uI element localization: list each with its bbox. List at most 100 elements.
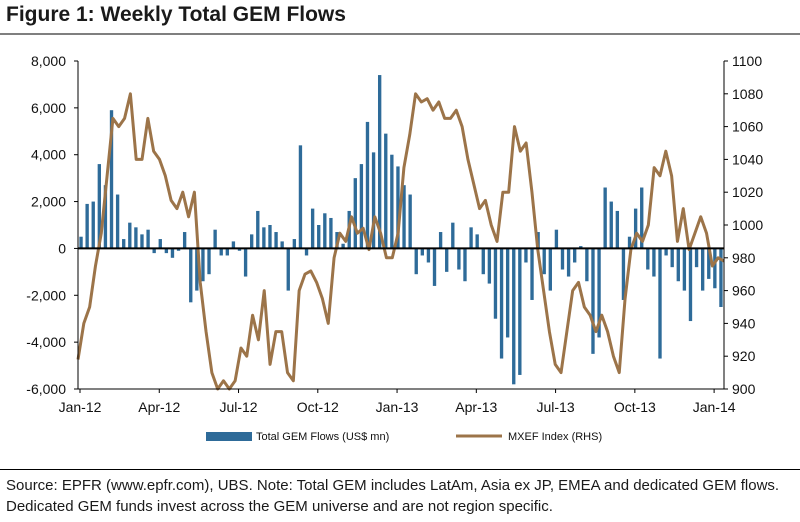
- flow-bar: [152, 248, 156, 254]
- left-tick-label: -6,000: [26, 381, 66, 397]
- flow-bar: [292, 239, 297, 249]
- title-rule: [0, 33, 800, 35]
- flow-bar: [274, 232, 278, 249]
- flow-bar: [694, 248, 699, 268]
- flow-bar: [268, 225, 272, 249]
- flow-bar: [122, 239, 126, 249]
- flow-bar: [182, 232, 187, 249]
- flow-bar: [621, 248, 626, 300]
- right-tick-label: 980: [732, 250, 756, 266]
- flow-bar: [420, 248, 424, 256]
- flow-bar: [609, 201, 613, 249]
- right-tick-label: 1080: [732, 86, 763, 102]
- flow-bar: [377, 75, 382, 249]
- flow-bar: [231, 241, 236, 249]
- flow-bar: [402, 185, 406, 249]
- flow-bar: [633, 208, 638, 249]
- x-tick-label: Oct-13: [614, 399, 656, 415]
- mxef-index-line: [76, 92, 725, 391]
- flow-bar: [115, 194, 120, 249]
- flow-bar: [414, 248, 418, 275]
- flow-bar: [146, 229, 150, 249]
- flow-bar: [189, 248, 193, 303]
- left-tick-label: 0: [58, 240, 66, 256]
- flow-bar: [109, 110, 114, 249]
- x-tick-label: Jul-13: [537, 399, 575, 415]
- flow-bar: [408, 194, 412, 249]
- left-tick-label: 2,000: [31, 194, 66, 210]
- flow-bar: [323, 213, 327, 249]
- x-tick-label: Jan-14: [693, 399, 736, 415]
- source-note: Source: EPFR (www.epfr.com), UBS. Note: …: [6, 477, 780, 515]
- chart: -6,000 -4,000 -2,000 0 2,000 4,000 6,000 8,000 9…: [26, 53, 763, 443]
- flow-bar: [512, 248, 516, 385]
- source-rule: [0, 469, 800, 470]
- flow-bar: [432, 248, 437, 286]
- flow-bar: [134, 227, 138, 249]
- axes-layer: -6,000 -4,000 -2,000 0 2,000 4,000 6,000 8,000 9…: [26, 53, 763, 415]
- flow-bar: [384, 133, 388, 249]
- flow-bar: [597, 248, 601, 338]
- flow-bar: [176, 248, 181, 251]
- flow-bar: [658, 248, 662, 359]
- flow-bar: [652, 248, 656, 277]
- flow-bar: [573, 248, 577, 263]
- bars-layer: [79, 75, 723, 385]
- flow-bar: [664, 248, 668, 256]
- right-tick-label: 940: [732, 315, 756, 331]
- flow-bar: [97, 164, 101, 249]
- flow-bar: [298, 145, 303, 249]
- legend-bars-label: Total GEM Flows (US$ mn): [256, 431, 389, 443]
- flow-bar: [219, 248, 223, 256]
- flow-bar: [213, 229, 217, 249]
- right-tick-label: 1060: [732, 119, 763, 135]
- flow-bar: [700, 248, 705, 291]
- flow-bar: [676, 248, 680, 282]
- right-tick-label: 920: [732, 348, 756, 364]
- left-tick-label: -4,000: [26, 334, 66, 350]
- flow-bar: [353, 178, 357, 249]
- left-tick-label: 6,000: [31, 100, 66, 116]
- line-layer: [76, 92, 725, 391]
- flow-bar: [256, 210, 260, 249]
- flow-bar: [719, 248, 723, 307]
- left-tick-label: -2,000: [26, 287, 66, 303]
- flow-bar: [469, 227, 473, 249]
- flow-bar: [103, 185, 108, 249]
- flow-bar: [128, 222, 132, 249]
- flow-bar: [365, 121, 370, 249]
- flow-bar: [426, 248, 431, 263]
- flow-bar: [646, 248, 650, 270]
- flow-bar: [158, 239, 162, 249]
- flow-bar: [615, 210, 620, 249]
- flow-bar: [524, 248, 528, 263]
- flow-bar: [164, 248, 169, 254]
- right-tick-label: 1040: [732, 151, 763, 167]
- flow-bar: [493, 248, 498, 319]
- flow-bar: [304, 248, 309, 256]
- flow-bar: [579, 246, 583, 249]
- flow-bar: [554, 229, 559, 249]
- right-tick-label: 1000: [732, 217, 763, 233]
- flow-bar: [371, 152, 376, 249]
- left-tick-label: 4,000: [31, 147, 66, 163]
- flow-bar: [505, 248, 510, 338]
- flow-bar: [195, 248, 199, 291]
- flow-bar: [170, 248, 175, 258]
- flow-bar: [707, 248, 711, 279]
- flow-bar: [341, 243, 345, 249]
- flow-bar: [207, 248, 211, 275]
- flow-bar: [396, 166, 400, 249]
- legend: Total GEM Flows (US$ mn) MXEF Index (RHS): [206, 431, 602, 443]
- x-tick-label: Oct-12: [297, 399, 339, 415]
- flow-bar: [262, 227, 266, 249]
- flow-bar: [682, 248, 687, 291]
- flow-bar: [91, 201, 95, 249]
- flow-bar: [85, 203, 89, 249]
- flow-bar: [487, 248, 492, 284]
- flow-bar: [627, 236, 632, 249]
- flow-bar: [359, 164, 364, 249]
- left-tick-label: 8,000: [31, 53, 66, 69]
- flow-bar: [481, 248, 485, 275]
- flow-bar: [530, 248, 534, 300]
